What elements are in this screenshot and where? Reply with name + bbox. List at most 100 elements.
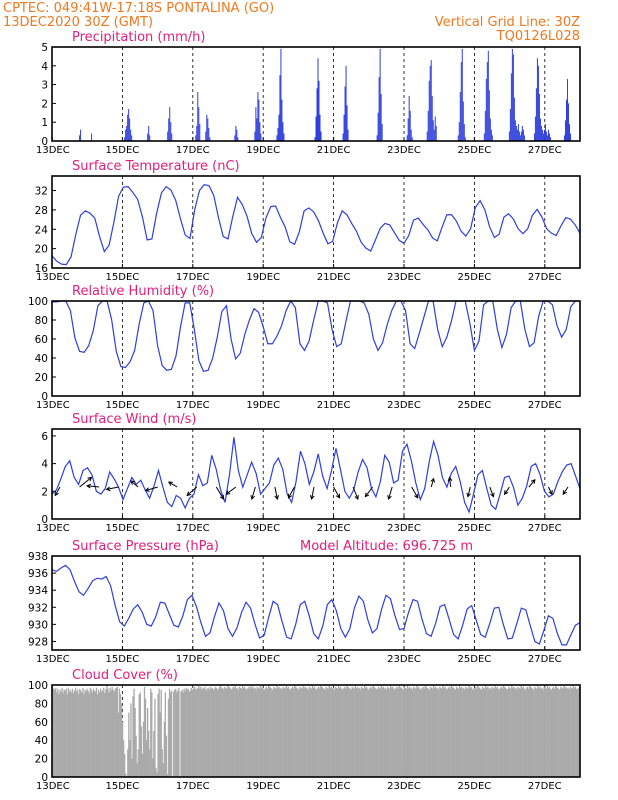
x-tick-label: 17DEC xyxy=(176,145,210,156)
data-bar xyxy=(169,692,172,777)
data-bar xyxy=(478,687,481,777)
data-bar xyxy=(157,694,159,777)
wind-arrow-head xyxy=(274,495,279,501)
x-tick-label: 23DEC xyxy=(387,272,421,283)
x-tick-label: 27DEC xyxy=(528,654,562,665)
data-bar xyxy=(309,687,312,777)
data-bar xyxy=(577,687,580,777)
data-bar xyxy=(146,708,149,777)
data-bar xyxy=(428,80,430,141)
x-tick-label: 19DEC xyxy=(246,145,280,156)
data-bar xyxy=(455,686,458,777)
data-bar xyxy=(524,689,527,777)
data-bar xyxy=(176,692,178,777)
data-bar xyxy=(559,689,561,777)
data-bar xyxy=(163,721,165,777)
data-bar xyxy=(545,131,547,141)
data-bar xyxy=(316,88,318,141)
data-bar xyxy=(466,687,468,777)
wind-arrow xyxy=(364,486,374,498)
wind-panel: 0 2 4 6 13DEC 15DEC 17DEC 19DEC 21DEC 23DEC 25DEC 2… xyxy=(36,412,581,534)
wind-arrow-head xyxy=(186,491,192,497)
data-bar xyxy=(385,689,388,777)
x-tick-label: 13DEC xyxy=(36,523,70,534)
data-bar xyxy=(277,687,279,777)
wind-arrow xyxy=(250,486,256,500)
wind-arrow-shaft xyxy=(145,486,158,492)
data-bar xyxy=(489,118,491,141)
x-tick-label: 15DEC xyxy=(106,654,140,665)
data-bar xyxy=(529,686,532,777)
data-bar xyxy=(536,688,538,777)
y-tick-label: 60 xyxy=(35,717,48,729)
data-bar xyxy=(257,92,259,141)
wind-arrow-head xyxy=(354,494,359,500)
data-bar xyxy=(112,689,114,777)
wind-arrow-shaft xyxy=(449,477,452,488)
wind-arrow xyxy=(562,486,569,496)
data-bar xyxy=(295,686,297,777)
data-bar xyxy=(92,688,95,777)
data-bar xyxy=(547,687,549,777)
data-bar xyxy=(518,131,520,141)
data-bar xyxy=(500,686,503,777)
data-bar xyxy=(105,689,107,777)
data-bar xyxy=(319,688,321,777)
data-bar xyxy=(117,712,120,777)
data-bar xyxy=(55,687,57,777)
data-bar xyxy=(430,60,432,141)
data-bar xyxy=(558,688,560,777)
data-bar xyxy=(512,687,514,777)
data-bar xyxy=(439,686,441,777)
wind-arrow xyxy=(105,486,119,492)
wind-arrow-head xyxy=(87,476,93,482)
data-bar xyxy=(236,129,238,141)
data-bar xyxy=(276,685,278,777)
data-bar xyxy=(341,688,343,777)
data-bar xyxy=(381,687,384,777)
data-bar xyxy=(241,685,244,777)
data-bar xyxy=(323,688,325,777)
data-bar xyxy=(409,110,411,141)
wind-arrow-head xyxy=(219,494,225,500)
wind-arrow-shaft xyxy=(106,486,119,490)
data-bar xyxy=(570,687,572,777)
wind-arrow-shaft xyxy=(504,486,510,495)
data-bar xyxy=(400,687,402,777)
data-bar xyxy=(560,686,562,777)
data-bar xyxy=(344,686,346,777)
data-bar xyxy=(113,691,115,777)
wind-arrow-head xyxy=(531,478,536,484)
data-bar xyxy=(476,685,479,777)
data-bar xyxy=(381,124,383,141)
data-bar xyxy=(275,688,277,777)
data-bar xyxy=(119,694,122,777)
wind-arrow-shaft xyxy=(251,486,256,500)
data-bar xyxy=(62,693,64,777)
data-bar xyxy=(352,687,354,777)
panel-frame xyxy=(51,300,581,397)
data-bar xyxy=(193,686,196,777)
data-bar xyxy=(364,685,366,777)
data-bar xyxy=(110,690,112,777)
data-bar xyxy=(141,754,144,777)
panel-title: Surface Pressure (hPa) xyxy=(72,539,219,554)
data-bar xyxy=(411,137,413,141)
data-bar xyxy=(576,689,579,777)
wind-arrow-shaft xyxy=(352,486,359,500)
data-bar xyxy=(365,687,367,777)
data-bar xyxy=(368,689,370,777)
data-bar xyxy=(76,691,78,777)
data-bar xyxy=(85,691,87,777)
data-bar xyxy=(208,689,210,777)
data-bar xyxy=(448,686,450,777)
x-tick-label: 23DEC xyxy=(387,400,421,411)
data-bar xyxy=(148,125,150,141)
data-bar xyxy=(442,685,444,777)
data-bar xyxy=(428,689,431,777)
data-bar xyxy=(154,698,156,777)
data-bar xyxy=(260,687,263,777)
data-bar xyxy=(375,688,377,777)
data-bar xyxy=(215,687,218,777)
